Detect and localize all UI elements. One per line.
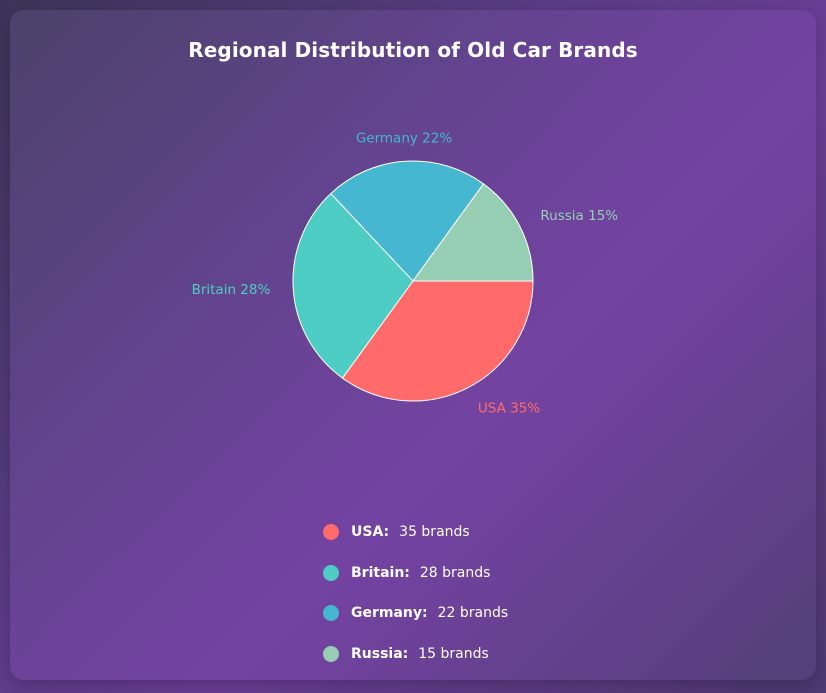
legend-label: USA: [351,524,390,541]
legend: USA: 35 brands Britain: 28 brands German… [323,512,508,674]
legend-value: 15 brands [418,645,489,662]
pie-slice-usa[interactable] [341,280,534,402]
legend-item-russia[interactable]: Russia: 15 brands [323,634,508,675]
legend-item-germany[interactable]: Germany: 22 brands [323,593,508,634]
pie-label-germany: Germany 22% [356,130,453,146]
pie-slice-russia[interactable] [412,183,534,282]
pie-slice-britain[interactable] [292,193,414,379]
pie-label-russia: Russia 15% [540,208,618,224]
legend-item-britain[interactable]: Britain: 28 brands [323,553,508,594]
pie-label-usa: USA 35% [478,400,540,416]
chart-title: Regional Distribution of Old Car Brands [188,38,638,62]
pie-label-britain: Britain 28% [192,282,271,298]
legend-marker [323,645,339,662]
legend-marker [323,605,339,622]
legend-label: Russia: [351,645,409,662]
legend-item-usa[interactable]: USA: 35 brands [323,512,508,553]
legend-label: Germany: [351,605,428,622]
legend-value: 22 brands [437,605,509,622]
legend-label: Britain: [351,564,410,581]
legend-marker [323,564,339,581]
legend-marker [323,524,339,541]
legend-value: 28 brands [419,564,491,581]
legend-value: 35 brands [399,524,470,541]
pie-slice-germany[interactable] [330,160,485,282]
